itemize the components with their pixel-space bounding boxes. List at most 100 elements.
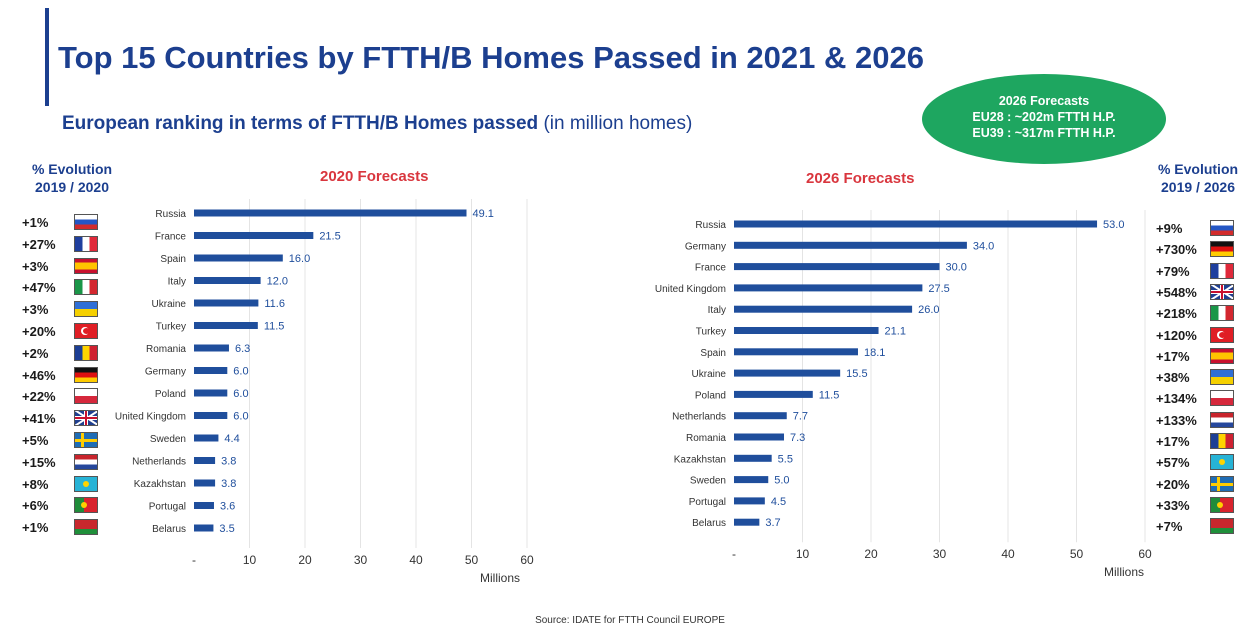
right-evolution-row: +120% (1156, 326, 1256, 347)
right-evolution-pct: +548% (1156, 284, 1197, 300)
left-evolution-pct: +20% (22, 324, 56, 339)
right-evolution-pct: +20% (1156, 476, 1190, 492)
chart-2020-value-label: 16.0 (289, 253, 310, 265)
flag-russia-icon (1210, 220, 1234, 236)
left-evolution-row: +27% (22, 235, 122, 256)
left-evolution-period: 2019 / 2020 (35, 179, 109, 195)
chart-2020-category-label: Netherlands (132, 457, 186, 468)
title-accent-bar (45, 8, 49, 106)
chart-2020-bar (194, 502, 214, 509)
left-evolution-pct: +47% (22, 280, 56, 296)
flag-uk-icon (1210, 283, 1234, 300)
chart-2026-category-label: Ukraine (692, 369, 727, 380)
left-evolution-row: +41% (22, 410, 122, 430)
flag-germany-icon (1210, 241, 1234, 258)
left-evolution-pct: +3% (22, 302, 49, 318)
chart-2020-category-label: Italy (168, 277, 186, 288)
right-evolution-row: +134% (1156, 390, 1256, 410)
flag-sweden-icon (1210, 475, 1234, 492)
flag-belarus-icon (1210, 518, 1234, 535)
chart-2020-bar (194, 367, 228, 374)
chart-2026-category-label: Italy (708, 305, 726, 316)
left-evolution-pct: +22% (22, 389, 56, 405)
chart-2020-value-label: 4.4 (224, 433, 239, 445)
chart-2026-xlabel: Millions (1104, 565, 1144, 579)
chart-2026: - 10 20 30 40 50 60 Millions Russia 53.0 Germany 34… (655, 210, 1152, 579)
right-evolution-row: +7% (1156, 518, 1256, 538)
flag-italy-icon (74, 279, 98, 296)
chart-2020-category-label: Ukraine (152, 299, 187, 310)
chart-2026-bar (734, 518, 760, 526)
right-evolution-pct: +134% (1156, 391, 1197, 407)
chart-2020-tick-label: 30 (354, 553, 368, 567)
left-evolution-row: +8% (22, 475, 122, 496)
left-evolution-pct: +15% (22, 454, 56, 470)
right-evolution-pct: +17% (1156, 434, 1190, 449)
chart-2026-category-label: Sweden (690, 476, 726, 487)
chart-2026-bar (734, 390, 813, 398)
flag-kazakhstan-icon (74, 475, 98, 492)
left-evolution-row: +3% (22, 301, 122, 321)
page-title: Top 15 Countries by FTTH/B Homes Passed … (58, 40, 924, 75)
chart-2020-category-label: Turkey (156, 322, 186, 333)
flag-france-icon (1210, 262, 1234, 279)
chart-2020-value-label: 11.6 (264, 298, 285, 310)
chart-2020-value-label: 3.6 (220, 501, 235, 513)
flag-turkey-icon (74, 323, 98, 339)
chart-2020-bar (194, 254, 283, 262)
left-evolution-pct: +3% (22, 258, 49, 274)
right-evolution-row: +548% (1156, 283, 1256, 304)
left-evolution-pct: +6% (22, 498, 49, 514)
left-evolution-row: +20% (22, 323, 122, 343)
flag-france-icon (74, 235, 98, 252)
left-evolution-row: +15% (22, 453, 122, 474)
chart-2026-value-label: 11.5 (819, 389, 840, 401)
chart-2020-bar (194, 299, 259, 307)
chart-2020-bar (194, 479, 216, 487)
chart-2020-tick-label: 40 (409, 553, 423, 567)
chart-2020-category-label: United Kingdom (115, 412, 186, 423)
right-evolution-period: 2019 / 2026 (1161, 179, 1235, 195)
chart-2026-bar (734, 263, 940, 271)
chart-2020-category-label: France (155, 232, 187, 243)
chart-2026-category-label: Romania (686, 433, 726, 444)
left-evolution-pct: +27% (22, 236, 56, 252)
right-evolution-row: +218% (1156, 305, 1256, 325)
chart-2026-value-label: 30.0 (946, 262, 967, 274)
chart-2020-tick-label: 10 (243, 553, 257, 567)
chart-2026-tick-label: - (732, 547, 736, 561)
chart-2026-bar (734, 305, 913, 313)
chart-2026-value-label: 26.0 (918, 304, 939, 316)
chart-2026-tick-label: 30 (933, 547, 947, 561)
chart-2020-title: 2020 Forecasts (320, 168, 429, 185)
flag-uk-icon (74, 410, 98, 427)
chart-2026-category-label: Turkey (696, 327, 726, 338)
chart-2020-bar (194, 434, 219, 442)
chart-2026-category-label: France (695, 263, 727, 274)
chart-2026-bar (734, 476, 769, 484)
chart-2020-category-label: Germany (145, 367, 186, 378)
right-evolution-pct: +133% (1156, 412, 1197, 428)
left-evolution-row: +46% (22, 366, 122, 387)
right-evolution-row: +17% (1156, 433, 1256, 453)
chart-2026-value-label: 3.7 (765, 517, 780, 529)
left-evolution-row: +22% (22, 388, 122, 408)
chart-2020-value-label: 6.3 (235, 343, 250, 355)
chart-2026-bar (734, 348, 858, 356)
chart-2026-tick-label: 40 (1001, 547, 1015, 561)
chart-2020-tick-label: - (192, 553, 196, 567)
chart-2026-value-label: 5.0 (774, 475, 789, 487)
left-evolution-header: % Evolution 2019 / 2020 (22, 160, 122, 196)
right-evolution-pct: +120% (1156, 327, 1197, 343)
chart-2020-value-label: 21.5 (319, 231, 340, 243)
chart-2026-bar (734, 284, 923, 292)
bubble-line-1: 2026 Forecasts (998, 94, 1090, 108)
flag-romania-icon (74, 344, 98, 361)
flag-russia-icon (74, 214, 98, 230)
chart-2020-bar (194, 209, 467, 217)
chart-2020-value-label: 3.5 (219, 523, 234, 535)
left-evolution-pct: +8% (22, 476, 49, 492)
chart-2020-value-label: 11.5 (264, 321, 285, 333)
chart-2020-category-label: Sweden (150, 434, 186, 445)
right-evolution-row: +33% (1156, 496, 1256, 517)
